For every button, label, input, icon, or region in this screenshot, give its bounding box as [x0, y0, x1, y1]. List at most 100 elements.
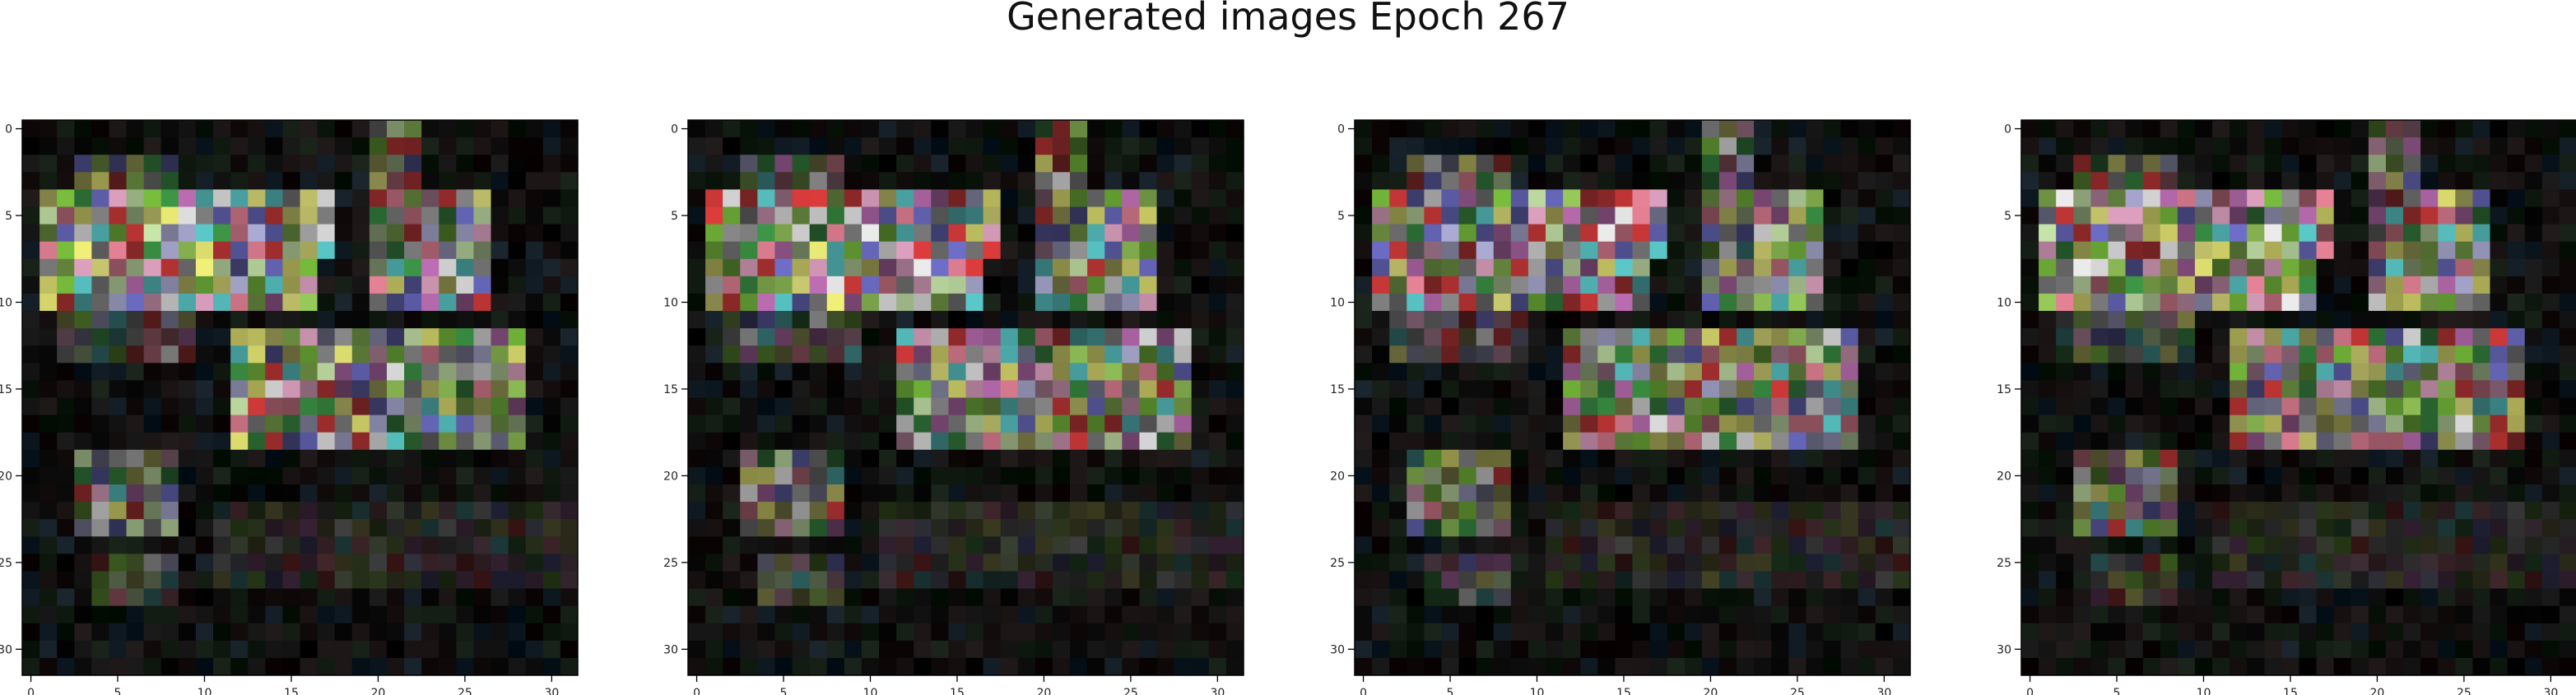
x-tick-label: 10 [198, 687, 212, 695]
pixel-cell [2125, 415, 2144, 433]
pixel-cell [1649, 155, 1668, 173]
pixel-cell [2230, 120, 2248, 138]
pixel-cell [1052, 397, 1071, 415]
pixel-cell [317, 293, 336, 312]
pixel-cell [404, 224, 422, 243]
pixel-cell [334, 623, 353, 642]
pixel-cell [2125, 328, 2144, 346]
pixel-cell [1493, 605, 1512, 624]
pixel-cell [2472, 432, 2490, 451]
pixel-cell [1632, 623, 1650, 642]
pixel-cell [1476, 345, 1495, 364]
pixel-cell [1858, 571, 1876, 589]
pixel-cell [386, 449, 405, 468]
pixel-cell [2125, 519, 2144, 537]
pixel-cell [2455, 449, 2473, 468]
pixel-cell [826, 189, 845, 207]
pixel-cell [1407, 640, 1425, 659]
pixel-cell [1546, 605, 1564, 624]
pixel-cell [2230, 432, 2248, 451]
pixel-cell [1139, 345, 1157, 364]
pixel-cell [473, 293, 491, 312]
pixel-cell [1788, 276, 1806, 294]
pixel-cell [230, 605, 249, 624]
pixel-cell [91, 466, 109, 485]
pixel-cell [2125, 241, 2144, 260]
pixel-cell [2230, 363, 2248, 381]
pixel-cell [1000, 397, 1019, 415]
pixel-cell [2230, 519, 2248, 537]
pixel-cell [1563, 640, 1581, 659]
pixel-cell [1701, 120, 1720, 138]
pixel-cell [983, 328, 1002, 346]
pixel-cell [248, 345, 266, 364]
pixel-cell [2403, 206, 2421, 225]
pixel-cell [1372, 189, 1390, 207]
pixel-cell [1070, 571, 1088, 589]
pixel-cell [2507, 502, 2526, 520]
pixel-cell [525, 206, 544, 225]
pixel-cell [948, 258, 966, 277]
pixel-cell [2160, 623, 2178, 642]
pixel-cell [421, 466, 439, 485]
pixel-cell [109, 466, 127, 485]
pixel-cell [508, 155, 527, 173]
pixel-cell [896, 554, 914, 572]
pixel-cell [1806, 120, 1824, 138]
pixel-cell [2230, 536, 2248, 554]
pixel-cell [22, 554, 40, 572]
pixel-cell [2507, 623, 2526, 642]
pixel-cell [1840, 588, 1859, 607]
pixel-cell [1892, 432, 1911, 451]
pixel-cell [1087, 519, 1105, 537]
pixel-cell [91, 224, 109, 243]
pixel-cell [126, 258, 145, 277]
pixel-cell [178, 588, 197, 607]
pixel-cell [74, 311, 92, 329]
pixel-cell [230, 466, 249, 485]
pixel-cell [2056, 466, 2074, 485]
pixel-cell [2420, 484, 2439, 503]
pixel-cell [948, 206, 966, 225]
pixel-cell [2455, 605, 2473, 624]
pixel-cell [1806, 554, 1824, 572]
pixel-cell [109, 432, 127, 451]
pixel-cell [2090, 189, 2109, 207]
pixel-cell [1122, 293, 1140, 312]
pixel-cell [542, 554, 561, 572]
pixel-cell [1875, 224, 1894, 243]
pixel-cell [1892, 155, 1911, 173]
pixel-cell [91, 189, 109, 207]
pixel-cell [1122, 554, 1140, 572]
pixel-cell [2472, 415, 2490, 433]
pixel-cell [2264, 571, 2282, 589]
pixel-cell [1122, 640, 1140, 659]
pixel-cell [2125, 657, 2144, 676]
pixel-cell [2230, 466, 2248, 485]
pixel-cell [1493, 258, 1512, 277]
pixel-cell [1684, 120, 1703, 138]
pixel-cell [560, 502, 579, 520]
y-tick-label: 10 [0, 296, 12, 309]
pixel-cell [2108, 363, 2126, 381]
pixel-cell [421, 172, 439, 190]
pixel-cell [2281, 397, 2299, 415]
pixel-cell [723, 415, 741, 433]
pixel-cell [1892, 345, 1911, 364]
pixel-cell [1174, 657, 1193, 676]
pixel-cell [2559, 241, 2576, 260]
pixel-cell [2333, 432, 2352, 451]
pixel-cell [2455, 258, 2473, 277]
pixel-cell [91, 258, 109, 277]
pixel-cell [1000, 536, 1019, 554]
pixel-cell [2490, 640, 2509, 659]
pixel-cell [1527, 571, 1546, 589]
pixel-cell [757, 345, 775, 364]
pixel-cell [195, 415, 214, 433]
pixel-cell [1070, 172, 1088, 190]
pixel-cell [1476, 397, 1495, 415]
pixel-cell [1858, 449, 1876, 468]
pixel-cell [1892, 241, 1911, 260]
pixel-cell [1597, 345, 1616, 364]
